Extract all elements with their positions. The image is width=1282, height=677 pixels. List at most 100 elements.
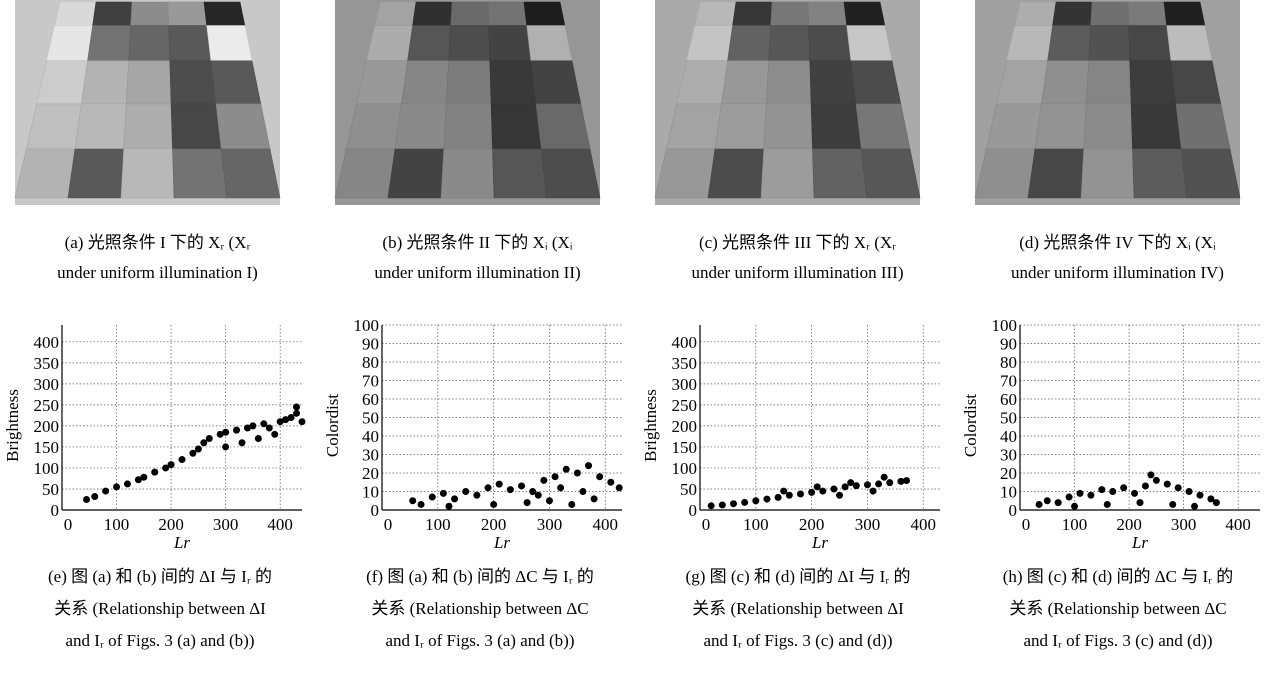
y-tick-label: 10: [1000, 483, 1017, 502]
y-tick-label: 250: [672, 396, 698, 415]
x-tick-label: 200: [158, 515, 184, 534]
scatter-point: [276, 418, 284, 426]
x-tick-label: 0: [64, 515, 73, 534]
y-tick-label: 250: [34, 396, 60, 415]
color-patch: [1027, 148, 1085, 199]
scatter-point: [607, 478, 615, 486]
scatter-point: [557, 484, 565, 492]
color-patch: [492, 148, 548, 199]
scatter-point: [134, 476, 142, 484]
color-patch: [860, 148, 921, 199]
x-tick-label: 300: [855, 515, 881, 534]
scatter-point: [1109, 488, 1117, 495]
scatter-point: [194, 445, 202, 453]
scatter-point: [216, 430, 224, 438]
x-axis-label: Lr: [493, 533, 510, 552]
chart-caption: (h) 图 (c) 和 (d) 间的 ΔC 与 Iᵣ 的: [1003, 567, 1234, 586]
chart-caption: and Iᵣ of Figs. 3 (c) and (d)): [1024, 631, 1213, 650]
y-tick-label: 50: [680, 480, 697, 499]
y-tick-label: 40: [362, 427, 379, 446]
color-patch: [443, 103, 493, 150]
x-tick-label: 100: [425, 515, 451, 534]
scatter-point: [573, 469, 581, 477]
chart-caption: and Iᵣ of Figs. 3 (a) and (b)): [386, 631, 575, 650]
color-patch: [1090, 1, 1130, 26]
x-tick-label: 300: [537, 515, 563, 534]
color-patch: [1170, 60, 1222, 105]
scatter-point: [1065, 493, 1073, 501]
y-tick-label: 30: [1000, 446, 1017, 465]
color-patch: [407, 25, 451, 62]
photo-caption: (b) 光照条件 II 下的 Xᵢ (Xᵢ: [382, 233, 572, 252]
y-tick-label: 200: [672, 417, 698, 436]
color-patch: [401, 60, 450, 105]
scatter-point: [1071, 502, 1079, 510]
color-patch: [169, 60, 217, 105]
scatter-point: [1087, 491, 1095, 499]
scatter-point: [819, 487, 827, 495]
scatter-point: [897, 477, 905, 485]
color-patch: [215, 103, 271, 150]
color-patch: [855, 103, 911, 150]
scatter-point: [585, 462, 593, 470]
scatter-point: [417, 500, 425, 508]
scatter-point: [445, 502, 453, 510]
color-patch: [732, 1, 773, 26]
y-tick-label: 400: [34, 333, 60, 352]
scatter-point: [796, 490, 804, 498]
y-tick-label: 60: [1000, 390, 1017, 409]
color-patch: [210, 60, 262, 105]
color-patch: [807, 1, 848, 26]
color-patch: [810, 103, 862, 150]
y-tick-label: 100: [992, 316, 1018, 335]
photo: [14, 0, 281, 205]
chart-caption: 关系 (Relationship between ΔI: [54, 599, 266, 618]
y-tick-label: 90: [362, 335, 379, 354]
color-patch: [1080, 148, 1135, 199]
photo-caption: under uniform illumination II): [374, 263, 580, 282]
scatter-point: [298, 418, 306, 426]
color-patch: [1180, 148, 1241, 199]
x-tick-label: 400: [593, 515, 619, 534]
scatter-point: [615, 484, 623, 492]
scatter-point: [243, 424, 251, 432]
y-tick-label: 0: [371, 501, 380, 520]
x-tick-label: 400: [911, 515, 937, 534]
y-axis-label: Brightness: [3, 389, 22, 462]
x-tick-label: 400: [1225, 515, 1251, 534]
color-patch: [92, 1, 133, 26]
scatter-point: [534, 491, 542, 499]
color-patch: [523, 1, 566, 26]
scatter-point: [293, 403, 301, 411]
scatter-point: [551, 473, 559, 481]
scatter-point: [91, 493, 99, 501]
color-patch: [808, 25, 852, 62]
color-patch: [763, 103, 813, 150]
scatter-point: [293, 409, 301, 417]
scatter-point: [1054, 499, 1062, 507]
chart-caption: 关系 (Relationship between ΔC: [371, 599, 588, 618]
color-patch: [490, 103, 542, 150]
scatter-point: [254, 435, 262, 443]
scatter-point: [1147, 471, 1155, 479]
scatter-point: [847, 479, 855, 487]
color-patch: [168, 25, 212, 62]
y-tick-label: 350: [34, 354, 60, 373]
color-patch: [721, 60, 770, 105]
scatter-point: [718, 501, 726, 509]
scatter-point: [113, 483, 121, 491]
photo-caption: under uniform illumination III): [692, 263, 904, 282]
scatter-point: [1098, 486, 1106, 494]
scatter-point: [568, 500, 576, 508]
scatter-point: [1141, 482, 1149, 490]
scatter-point: [785, 491, 793, 499]
color-patch: [1132, 148, 1188, 199]
scatter-point: [830, 485, 838, 493]
color-patch: [394, 103, 447, 150]
x-tick-label: 0: [384, 515, 393, 534]
color-patch: [170, 103, 222, 150]
scatter-point: [808, 488, 816, 496]
x-tick-label: 100: [743, 515, 769, 534]
color-patch: [1166, 25, 1213, 62]
scatter-point: [707, 502, 715, 510]
